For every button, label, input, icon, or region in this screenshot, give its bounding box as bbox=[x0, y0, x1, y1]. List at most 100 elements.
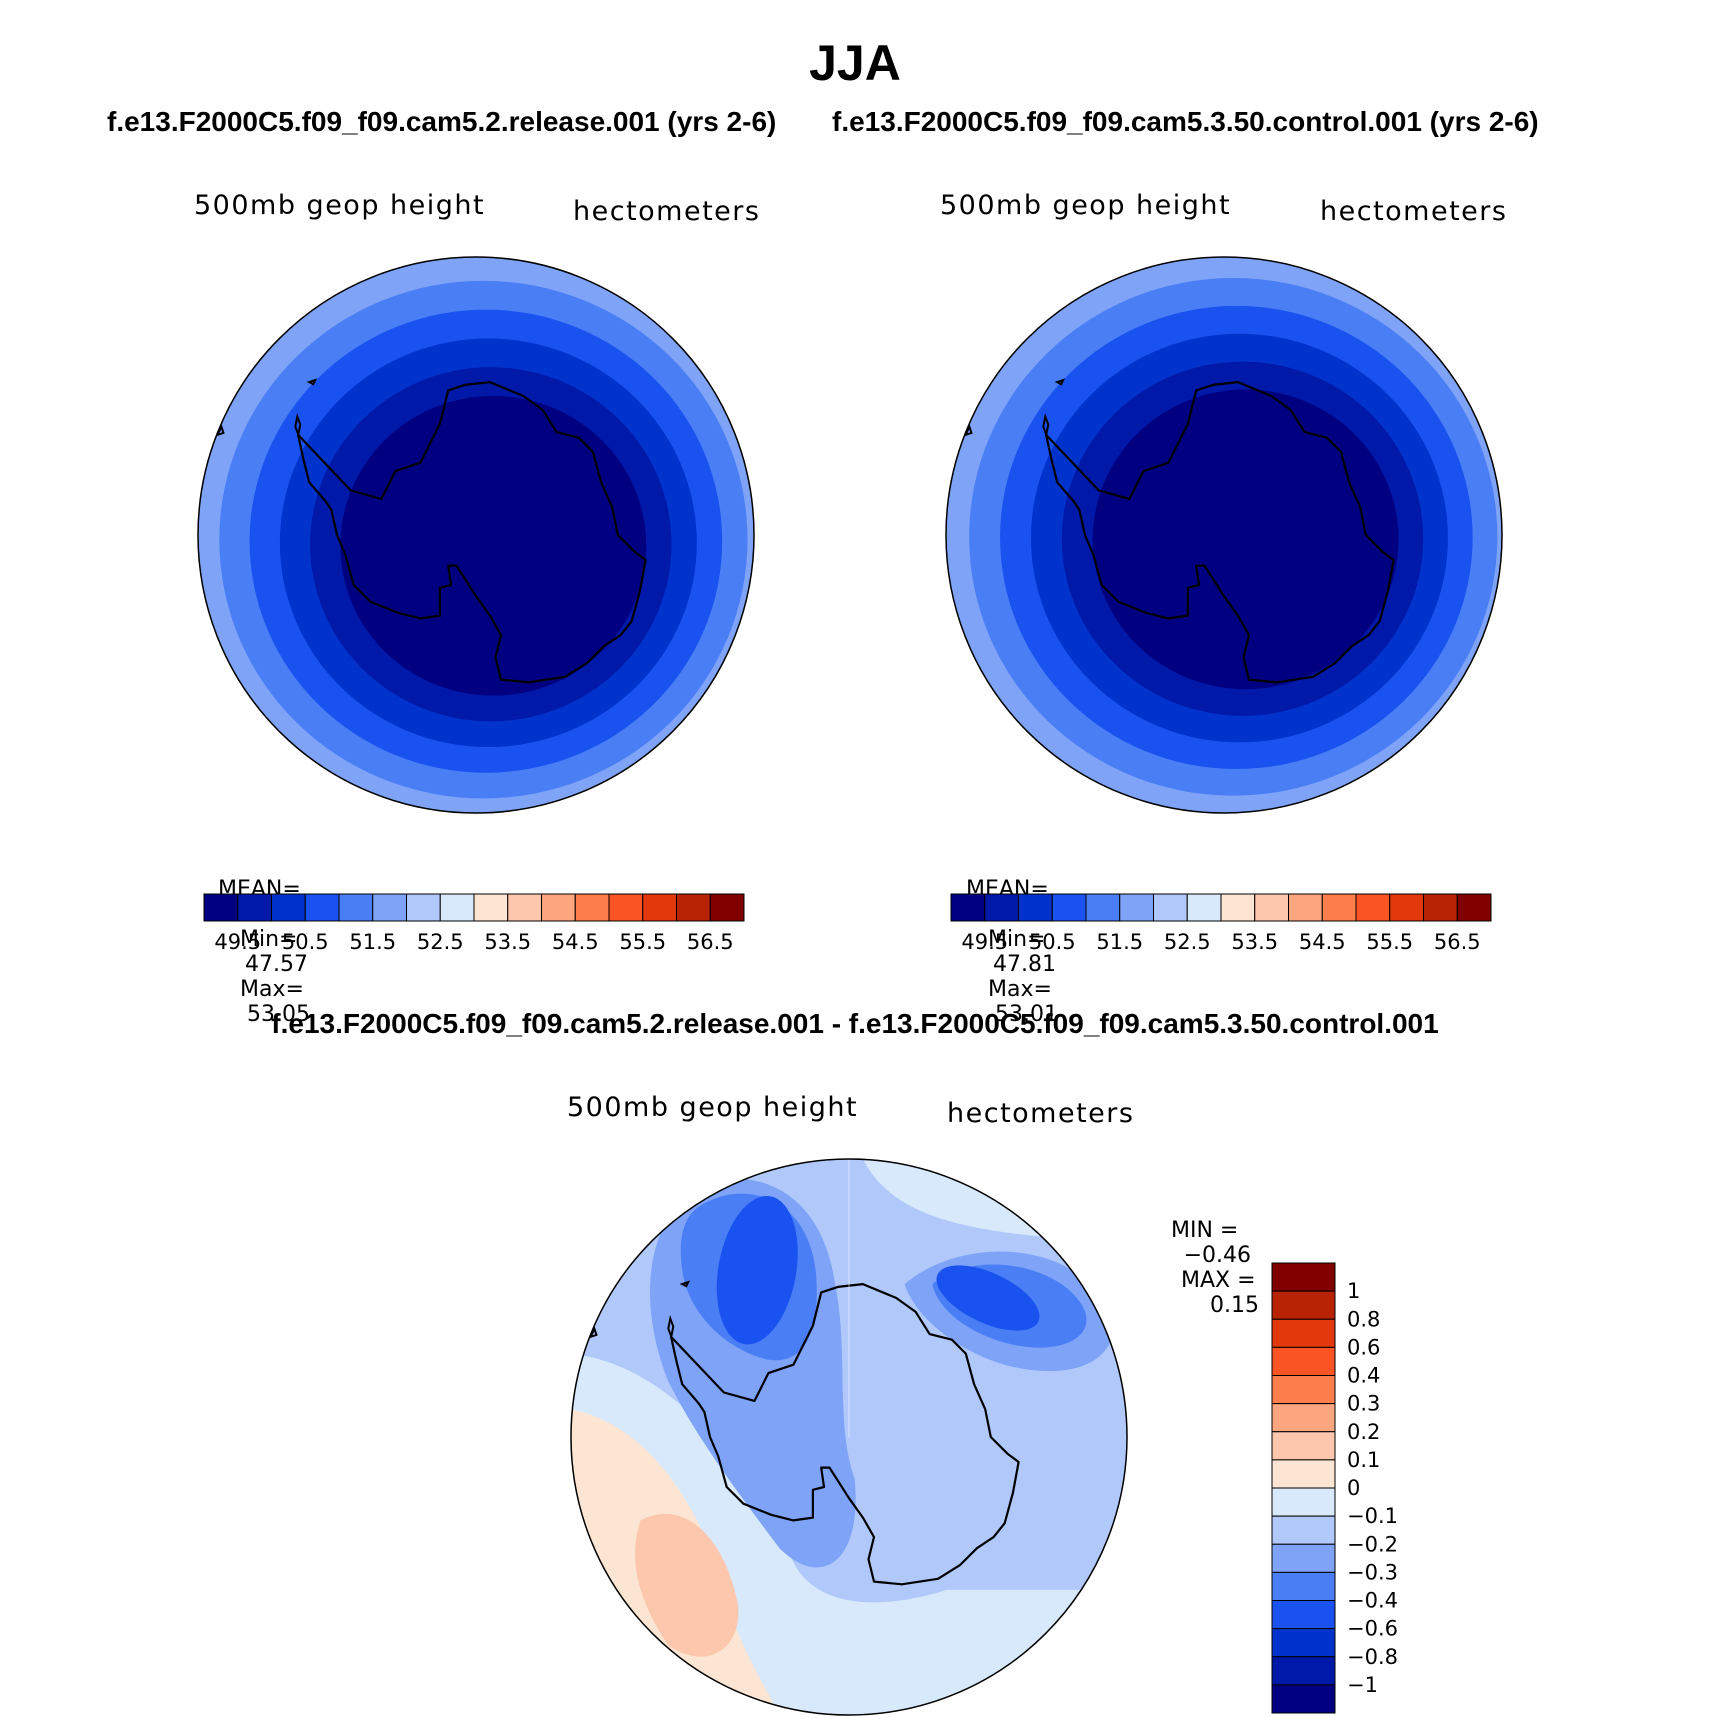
left-polar-map bbox=[197, 256, 755, 814]
colorbar-box bbox=[1456, 893, 1492, 922]
contour-band bbox=[936, 1265, 1040, 1331]
contour-fill-group bbox=[946, 257, 1502, 813]
colorbar-box bbox=[338, 893, 374, 922]
colorbar-box bbox=[473, 893, 509, 922]
island-outline bbox=[1054, 378, 1066, 386]
colorbar-tick-label: 0 bbox=[1347, 1476, 1360, 1500]
right-min-value: 47.81 bbox=[993, 952, 1056, 977]
colorbar-box bbox=[1271, 1628, 1336, 1658]
left-min-label: Min= bbox=[240, 927, 298, 952]
colorbar-tick-label: 53.5 bbox=[1231, 930, 1278, 954]
colorbar-box bbox=[1271, 1346, 1336, 1376]
colorbar-box bbox=[1271, 1656, 1336, 1686]
colorbar-box bbox=[1153, 893, 1188, 922]
colorbar-box bbox=[1220, 893, 1256, 922]
island-outline bbox=[1042, 412, 1050, 439]
colorbar-tick-label: −0.1 bbox=[1347, 1504, 1398, 1528]
colorbar-tick-label: 0.2 bbox=[1347, 1420, 1380, 1444]
right-colorbar: 49.5 50.5 51.5 52.5 53.5 54.5 55.5 56.5 bbox=[950, 893, 1492, 954]
right-min-label: Min= bbox=[988, 927, 1046, 952]
left-units-label: hectometers bbox=[573, 196, 761, 227]
colorbar-box bbox=[203, 893, 239, 922]
colorbar-tick-label: 0.8 bbox=[1347, 1307, 1380, 1331]
colorbar-box bbox=[1271, 1431, 1336, 1461]
island-outline bbox=[667, 1314, 675, 1341]
colorbar-box bbox=[1271, 1543, 1336, 1573]
colorbar-box bbox=[1271, 1515, 1336, 1545]
colorbar-box bbox=[676, 893, 711, 922]
left-max-value: 53.05 bbox=[247, 1002, 310, 1027]
map-boundary bbox=[570, 1158, 1128, 1716]
colorbar-tick-label: 55.5 bbox=[619, 930, 666, 954]
colorbar-box bbox=[1321, 893, 1357, 922]
colorbar-box bbox=[507, 893, 542, 922]
right-stats: MEAN= 50.03 Min= 47.81 Max= 53.01 bbox=[952, 852, 1066, 1027]
colorbar-box bbox=[1271, 1684, 1336, 1714]
colorbar-tick-label: 54.5 bbox=[1299, 930, 1346, 954]
map-boundary bbox=[945, 256, 1503, 814]
right-polar-map bbox=[945, 256, 1503, 814]
contour-fill-group bbox=[198, 257, 754, 813]
colorbar-box bbox=[950, 893, 986, 922]
colorbar-box bbox=[439, 893, 475, 922]
case1-title: f.e13.F2000C5.f09_f09.cam5.2.release.001… bbox=[107, 106, 777, 137]
contour-band bbox=[635, 1513, 739, 1657]
island-outline bbox=[963, 424, 973, 437]
colorbar-tick-label: 50.5 bbox=[1029, 930, 1076, 954]
diff-max-label: MAX = bbox=[1181, 1268, 1256, 1293]
colorbar-tick-label: 51.5 bbox=[349, 930, 396, 954]
colorbar-box bbox=[1119, 893, 1154, 922]
island-outline bbox=[588, 1326, 598, 1339]
contour-band bbox=[716, 1195, 798, 1345]
colorbar-box bbox=[1423, 893, 1458, 922]
antarctica-coastline bbox=[1045, 381, 1395, 684]
colorbar-tick-label: 0.6 bbox=[1347, 1335, 1380, 1359]
colorbar-box bbox=[709, 893, 745, 922]
colorbar-box bbox=[406, 893, 441, 922]
diff-min-value: −0.46 bbox=[1183, 1243, 1251, 1268]
colorbar-tick-label: 53.5 bbox=[484, 930, 531, 954]
diff-title: f.e13.F2000C5.f09_f09.cam5.2.release.001… bbox=[271, 1008, 1439, 1039]
colorbar-box bbox=[1271, 1403, 1336, 1433]
colorbar-box bbox=[1271, 1487, 1336, 1517]
main-title: JJA bbox=[809, 35, 901, 91]
diff-min-label: MIN = bbox=[1171, 1218, 1239, 1243]
colorbar-tick-label: −1 bbox=[1347, 1673, 1378, 1697]
colorbar-tick-label: 0.3 bbox=[1347, 1392, 1380, 1416]
colorbar-box bbox=[237, 893, 272, 922]
antarctica-coastline bbox=[297, 381, 647, 684]
diff-colorbar: 1 0.8 0.6 0.4 0.3 0.2 0.1 0 −0.1 −0.2 −0.3 −0.4 −0.6… bbox=[1271, 1262, 1398, 1714]
island-outline bbox=[294, 412, 302, 439]
colorbar-box bbox=[574, 893, 610, 922]
colorbar-tick-label: 56.5 bbox=[1434, 930, 1481, 954]
colorbar-box bbox=[372, 893, 407, 922]
case2-title: f.e13.F2000C5.f09_f09.cam5.3.50.control.… bbox=[832, 106, 1539, 137]
colorbar-box bbox=[1355, 893, 1391, 922]
island-outline bbox=[679, 1280, 691, 1288]
colorbar-tick-label: −0.8 bbox=[1347, 1645, 1398, 1669]
colorbar-tick-label: −0.4 bbox=[1347, 1589, 1398, 1613]
island-outline bbox=[306, 378, 318, 386]
colorbar-tick-label: 52.5 bbox=[1164, 930, 1211, 954]
contour-band bbox=[370, 424, 621, 670]
right-variable-label: 500mb geop height bbox=[940, 190, 1232, 221]
diff-stats: MIN = −0.46 MAX = 0.15 bbox=[1157, 1193, 1259, 1318]
contour-band bbox=[1123, 417, 1374, 663]
colorbar-tick-label: −0.6 bbox=[1347, 1617, 1398, 1641]
colorbar-tick-label: −0.3 bbox=[1347, 1560, 1398, 1584]
colorbar-tick-label: 50.5 bbox=[282, 930, 329, 954]
colorbar-tick-label: 52.5 bbox=[417, 930, 464, 954]
colorbar-box bbox=[1018, 893, 1053, 922]
colorbar-box bbox=[304, 893, 340, 922]
diff-max-value: 0.15 bbox=[1210, 1293, 1259, 1318]
colorbar-box bbox=[1389, 893, 1424, 922]
colorbar-box bbox=[1271, 1318, 1336, 1348]
colorbar-tick-label: 49.5 bbox=[961, 930, 1008, 954]
colorbar-tick-label: 0.4 bbox=[1347, 1364, 1380, 1388]
left-max-label: Max= bbox=[240, 977, 304, 1002]
colorbar-box bbox=[1271, 1571, 1336, 1601]
colorbar-box bbox=[984, 893, 1019, 922]
island-outline bbox=[215, 424, 225, 437]
colorbar-box bbox=[608, 893, 644, 922]
